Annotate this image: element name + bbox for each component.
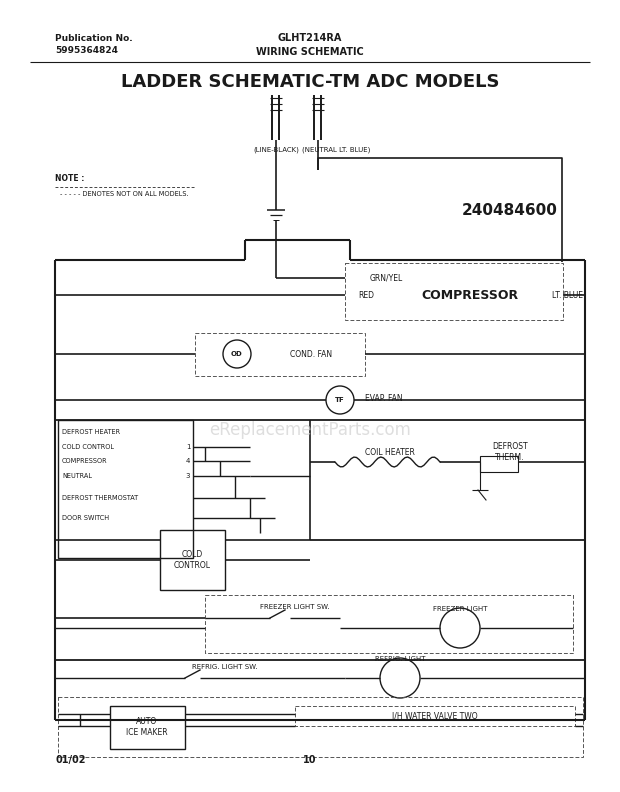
Text: 01/02: 01/02: [55, 755, 86, 765]
Text: TF: TF: [335, 397, 345, 403]
Bar: [295, 706, 575, 726]
Text: COIL HEATER: COIL HEATER: [365, 447, 415, 456]
Text: DOOR SWITCH: DOOR SWITCH: [62, 515, 109, 521]
Text: AUTO
ICE MAKER: AUTO ICE MAKER: [126, 718, 168, 737]
Text: COMPRESSOR: COMPRESSOR: [62, 458, 108, 464]
Text: GRN/YEL: GRN/YEL: [370, 273, 403, 283]
Text: OD: OD: [231, 351, 243, 357]
Text: EVAP. FAN: EVAP. FAN: [365, 394, 402, 402]
Bar: [160, 530, 225, 590]
Text: NOTE :: NOTE :: [55, 173, 84, 182]
Circle shape: [326, 386, 354, 414]
Text: REFRIG. LIGHT: REFRIG. LIGHT: [374, 656, 425, 662]
Bar: [110, 706, 185, 749]
Text: COMPRESSOR: COMPRESSOR: [422, 288, 518, 302]
Text: COLD
CONTROL: COLD CONTROL: [174, 550, 211, 569]
Text: 5995364824: 5995364824: [55, 45, 118, 55]
Text: FREEZER LIGHT: FREEZER LIGHT: [433, 606, 487, 612]
Text: (NEUTRAL LT. BLUE): (NEUTRAL LT. BLUE): [302, 147, 370, 153]
Bar: [58, 420, 193, 558]
Text: 4: 4: [186, 458, 190, 464]
Text: I/H WATER VALVE TWO: I/H WATER VALVE TWO: [392, 711, 478, 721]
Text: GLHT214RA: GLHT214RA: [278, 33, 342, 43]
Text: 10: 10: [303, 755, 317, 765]
Text: DEFROST THERMOSTAT: DEFROST THERMOSTAT: [62, 495, 138, 501]
Bar: [480, 456, 518, 472]
Text: DEFROST
THERM.: DEFROST THERM.: [492, 442, 528, 462]
Circle shape: [223, 340, 251, 368]
Text: NEUTRAL: NEUTRAL: [62, 473, 92, 479]
Text: - - - - - DENOTES NOT ON ALL MODELS.: - - - - - DENOTES NOT ON ALL MODELS.: [60, 191, 188, 197]
Text: Publication No.: Publication No.: [55, 33, 133, 43]
Text: DEFROST HEATER: DEFROST HEATER: [62, 429, 120, 435]
Bar: [205, 595, 573, 653]
Text: RED: RED: [358, 291, 374, 299]
Text: (LINE-BLACK): (LINE-BLACK): [253, 147, 299, 153]
Text: WIRING SCHEMATIC: WIRING SCHEMATIC: [256, 47, 364, 57]
Text: COND. FAN: COND. FAN: [290, 349, 332, 359]
Circle shape: [380, 658, 420, 698]
Text: LT. BLUE: LT. BLUE: [552, 291, 583, 299]
Bar: [195, 333, 365, 376]
Text: REFRIG. LIGHT SW.: REFRIG. LIGHT SW.: [192, 664, 258, 670]
Circle shape: [440, 608, 480, 648]
Text: COLD CONTROL: COLD CONTROL: [62, 444, 114, 450]
Text: LADDER SCHEMATIC-TM ADC MODELS: LADDER SCHEMATIC-TM ADC MODELS: [121, 73, 499, 91]
Text: 3: 3: [186, 473, 190, 479]
Text: FREEZER LIGHT SW.: FREEZER LIGHT SW.: [260, 604, 330, 610]
Text: eReplacementParts.com: eReplacementParts.com: [209, 421, 411, 439]
Bar: [345, 263, 563, 320]
Text: 1: 1: [186, 444, 190, 450]
Text: 240484600: 240484600: [462, 203, 558, 218]
Bar: [58, 697, 583, 757]
